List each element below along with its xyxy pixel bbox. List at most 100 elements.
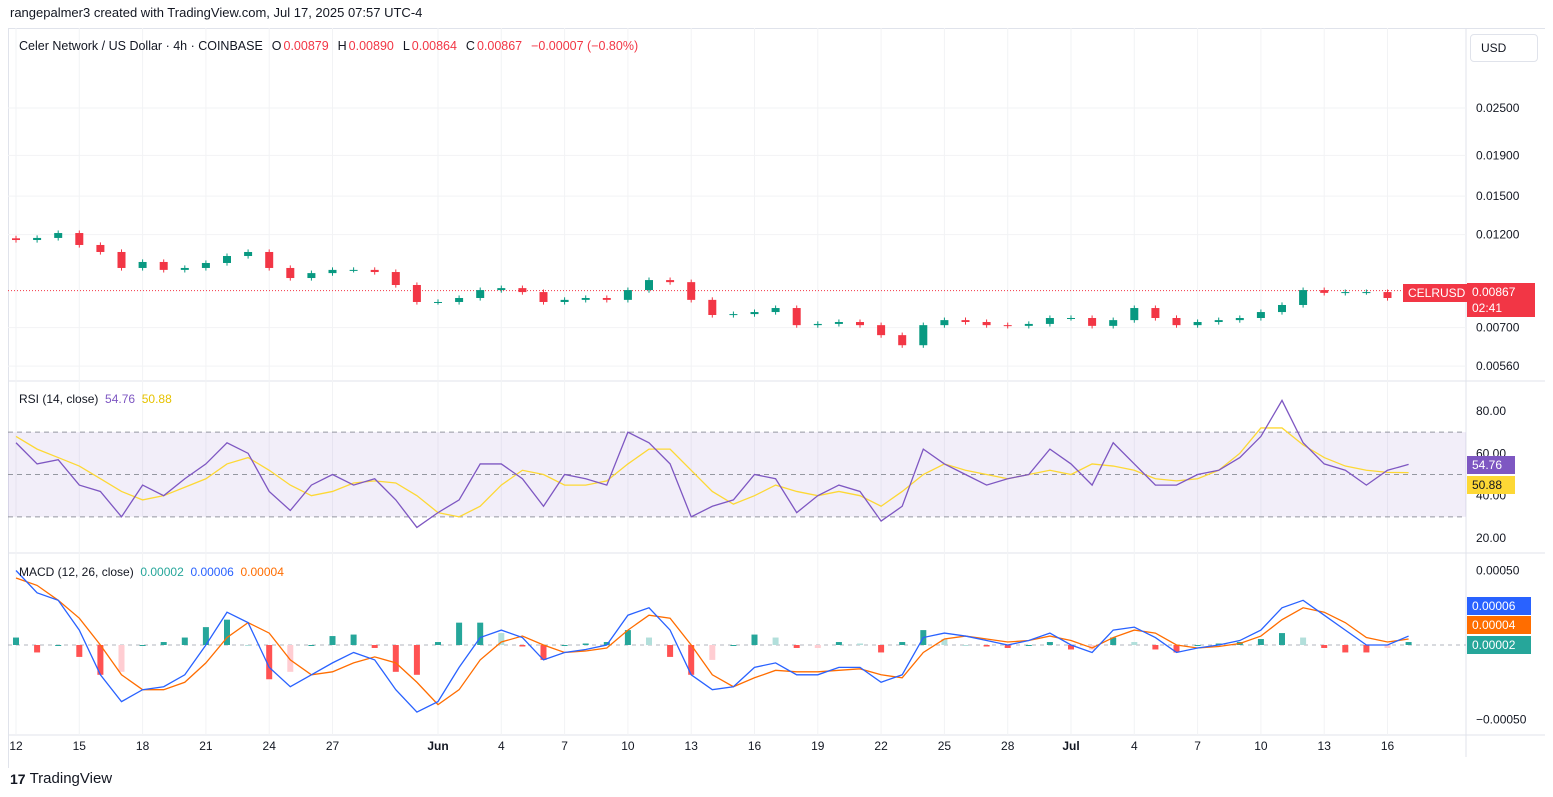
price-tick-label: 0.01200	[1476, 228, 1520, 242]
macd-histogram-bar	[1215, 643, 1222, 645]
rsi-title[interactable]: RSI (14, close)	[19, 392, 99, 406]
candle	[539, 292, 548, 302]
price-tick-label: 0.00700	[1476, 321, 1520, 335]
candle	[307, 273, 316, 279]
candle	[687, 282, 696, 300]
macd-histogram-bar	[540, 645, 547, 660]
x-tick-label: 7	[1194, 739, 1201, 753]
candle	[792, 308, 801, 326]
x-tick-label: 12	[9, 739, 23, 753]
rsi-tick-label: 20.00	[1476, 531, 1506, 545]
macd-histogram-bar	[1279, 633, 1285, 645]
macd-histogram-bar	[709, 645, 716, 660]
candle	[771, 308, 780, 313]
candle	[54, 233, 63, 238]
x-tick-label: 7	[561, 739, 568, 753]
signal-tag: 0.00004	[1467, 616, 1531, 634]
macd-histogram-bar	[1025, 645, 1032, 646]
macd-histogram-bar	[1131, 642, 1138, 645]
candle	[1067, 318, 1075, 320]
candle	[1172, 318, 1181, 326]
candle	[180, 267, 189, 270]
macd-hist-value: 0.00002	[140, 565, 184, 579]
currency-button[interactable]: USD	[1470, 34, 1538, 62]
candle	[476, 290, 485, 298]
macd-histogram-bar	[224, 619, 230, 645]
macd-histogram-bar	[751, 634, 758, 645]
rsi-tick-label: 80.00	[1476, 404, 1506, 418]
macd-histogram-bar	[202, 627, 209, 645]
macd-histogram-bar	[308, 645, 315, 646]
macd-histogram-bar	[962, 645, 969, 646]
candle	[940, 320, 949, 326]
macd-histogram-bar	[857, 643, 863, 645]
macd-histogram-bar	[941, 639, 948, 645]
candle	[1193, 322, 1202, 326]
macd-histogram-bar	[456, 622, 463, 645]
rsi-ma-tag: 50.88	[1467, 476, 1515, 494]
x-tick-label: 22	[874, 739, 888, 753]
candle	[919, 325, 928, 346]
high-label: H	[337, 39, 347, 53]
candle	[159, 261, 168, 270]
candle	[265, 251, 274, 268]
macd-title[interactable]: MACD (12, 26, close)	[19, 565, 134, 579]
macd-histogram-bar	[793, 645, 800, 648]
macd-histogram-bar	[350, 634, 357, 645]
bar-countdown: 02:41	[1472, 301, 1503, 315]
macd-histogram-bar	[835, 642, 842, 645]
x-tick-label: 13	[685, 739, 699, 753]
histogram-tag: 0.00002	[1467, 636, 1531, 654]
candle	[223, 256, 231, 263]
candle	[497, 288, 506, 291]
candle	[1256, 312, 1265, 319]
price-tick-label: 0.01500	[1476, 189, 1520, 203]
open-value: 0.00879	[283, 39, 329, 53]
macd-histogram-bar	[266, 645, 273, 680]
macd-histogram-bar	[76, 645, 83, 657]
candle	[286, 267, 295, 279]
tradingview-logo[interactable]: 17 TradingView	[10, 770, 112, 787]
price-tick-label: 0.00560	[1476, 359, 1520, 373]
macd-histogram-bar	[435, 642, 441, 645]
macd-histogram-bar	[139, 645, 146, 646]
candle	[33, 237, 42, 241]
candle	[1088, 318, 1097, 326]
macd-histogram-bar	[1089, 645, 1096, 650]
rsi-value: 54.76	[105, 392, 136, 406]
macd-histogram-bar	[1363, 645, 1370, 653]
candle	[1299, 290, 1308, 305]
symbol-title[interactable]: Celer Network / US Dollar · 4h · COINBAS…	[19, 39, 263, 53]
macd-histogram-bar	[646, 637, 652, 645]
candle	[666, 280, 675, 283]
candle	[581, 297, 590, 300]
macd-histogram-bar	[983, 645, 990, 647]
macd-histogram-bar	[118, 645, 125, 672]
macd-histogram-bar	[624, 630, 631, 645]
macd-histogram-bar	[561, 645, 568, 646]
candle	[201, 262, 210, 268]
tradingview-logo-icon: 17	[10, 770, 26, 787]
candle	[1383, 292, 1392, 298]
candle	[1235, 318, 1244, 321]
candle	[750, 312, 759, 315]
candle	[982, 322, 991, 326]
macd-histogram-bar	[814, 645, 821, 648]
close-label: C	[465, 39, 475, 53]
candle	[898, 335, 907, 346]
macd-histogram-bar	[1194, 645, 1201, 646]
macd-histogram-bar	[329, 636, 336, 645]
candle	[1320, 290, 1329, 293]
macd-histogram-bar	[519, 645, 526, 647]
candle	[370, 269, 379, 273]
candle	[1024, 323, 1033, 326]
x-tick-label: 19	[811, 739, 825, 753]
macd-histogram-bar	[1300, 637, 1307, 645]
chart-credit: rangepalmer3 created with TradingView.co…	[10, 5, 423, 20]
x-tick-label: 10	[1254, 739, 1268, 753]
last-price-tag: 0.00867 02:41	[1467, 283, 1535, 317]
rsi-line	[15, 399, 1409, 529]
x-tick-label: 4	[1131, 739, 1138, 753]
candle	[856, 322, 864, 326]
